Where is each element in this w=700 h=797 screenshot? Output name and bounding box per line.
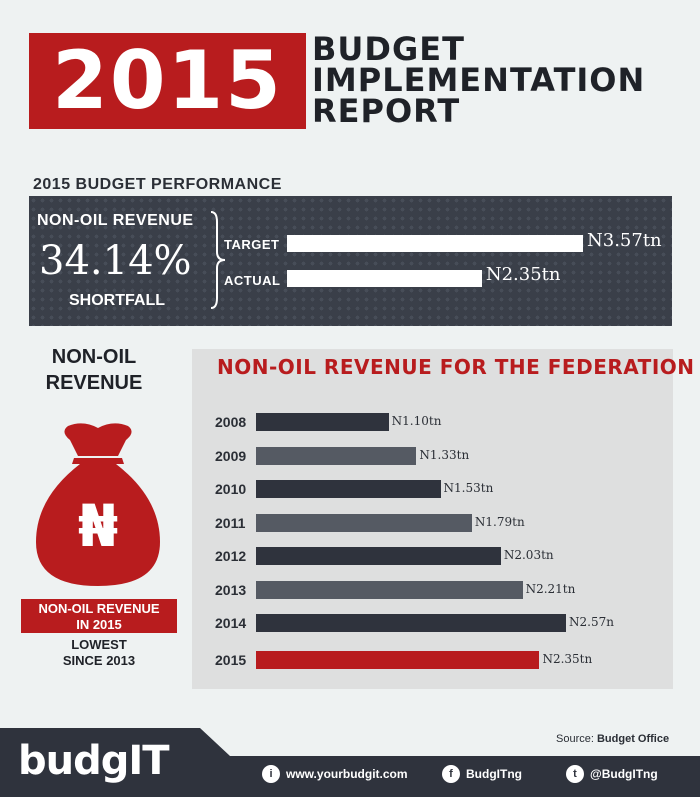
bar-2014 (256, 614, 566, 632)
actual-value: N2.35tn (485, 264, 561, 285)
report-title: BUDGET IMPLEMENTATION REPORT (312, 30, 646, 130)
bar-2012 (256, 547, 501, 565)
nonoil-title: NON-OIL REVENUE (34, 344, 154, 396)
caption-line-1: NON-OIL REVENUE (38, 601, 160, 616)
bar-2010 (256, 480, 441, 498)
actual-bar (287, 270, 482, 287)
naira-symbol: ₦ (78, 492, 118, 560)
bar-value-2013: N2.21tn (525, 581, 576, 596)
target-bar (287, 235, 583, 252)
bar-value-2011: N1.79tn (474, 514, 525, 529)
facebook-link[interactable]: f BudgITng (442, 765, 522, 783)
shortfall-summary: NON-OIL REVENUE 34.14% SHORTFALL (29, 196, 209, 326)
lowest-line-1: LOWEST (71, 637, 127, 652)
category-label-2010: 2010 (215, 481, 247, 497)
twitter-text: @BudgITng (590, 767, 658, 781)
shortfall-percent: 34.14% (39, 238, 192, 284)
category-label-2008: 2008 (215, 414, 247, 430)
red-caption: NON-OIL REVENUE IN 2015 (21, 599, 177, 633)
nonoil-title-line-2: REVENUE (45, 372, 143, 394)
facebook-icon: f (442, 765, 460, 783)
category-label-2009: 2009 (215, 447, 247, 464)
category-label-2015: 2015 (215, 651, 247, 668)
bar-2009 (256, 446, 417, 465)
money-bag-icon: ₦ (36, 423, 160, 586)
twitter-link[interactable]: t @BudgITng (566, 765, 658, 783)
bar-value-2008: N1.10tn (391, 414, 442, 428)
title-line-3: REPORT (312, 92, 461, 130)
section-title: 2015 BUDGET PERFORMANCE (33, 176, 282, 193)
bar-value-2014: N2.57n (569, 615, 614, 629)
brace-divider (210, 211, 226, 309)
category-label-2014: 2014 (215, 615, 247, 631)
bar-value-2009: N1.33tn (419, 447, 470, 462)
source-label: Source: (556, 733, 594, 745)
bar-2013 (256, 580, 523, 599)
performance-panel: NON-OIL REVENUE 34.14% SHORTFALL TARGET … (29, 196, 672, 326)
bar-2008 (256, 413, 389, 431)
bar-value-2010: N1.53tn (443, 481, 494, 495)
logo-backdrop (0, 728, 230, 797)
bar-2015 (256, 650, 540, 669)
bar-value-2012: N2.03tn (503, 548, 554, 562)
lowest-caption: LOWEST SINCE 2013 (21, 637, 177, 669)
chart-title: NON-OIL REVENUE FOR THE FEDERATION (217, 355, 695, 379)
facebook-text: BudgITng (466, 767, 522, 781)
category-label-2012: 2012 (215, 548, 247, 564)
target-value: N3.57tn (587, 230, 662, 251)
twitter-icon: t (566, 765, 584, 783)
category-label-2013: 2013 (215, 581, 247, 598)
budgit-logo: budgIT (18, 738, 170, 784)
bar-2011 (256, 513, 472, 532)
title-line-2: IMPLEMENTATION (312, 61, 646, 99)
bar-value-2015: N2.35tn (542, 651, 593, 666)
website-text: www.yourbudgit.com (286, 767, 408, 781)
title-line-1: BUDGET (312, 30, 465, 68)
category-label-2011: 2011 (215, 514, 246, 531)
caption-line-2: IN 2015 (76, 617, 122, 632)
perf-label: NON-OIL REVENUE (37, 212, 194, 229)
shortfall-label: SHORTFALL (69, 292, 165, 309)
actual-label: ACTUAL (224, 273, 281, 288)
info-icon: i (262, 765, 280, 783)
website-link[interactable]: i www.yourbudgit.com (262, 765, 408, 783)
target-label: TARGET (224, 237, 280, 252)
year-title: 2015 (29, 33, 306, 129)
source-note: Source: Budget Office (556, 733, 669, 745)
nonoil-title-line-1: NON-OIL (51, 346, 137, 368)
lowest-line-2: SINCE 2013 (62, 653, 136, 668)
source-value: Budget Office (596, 733, 670, 745)
